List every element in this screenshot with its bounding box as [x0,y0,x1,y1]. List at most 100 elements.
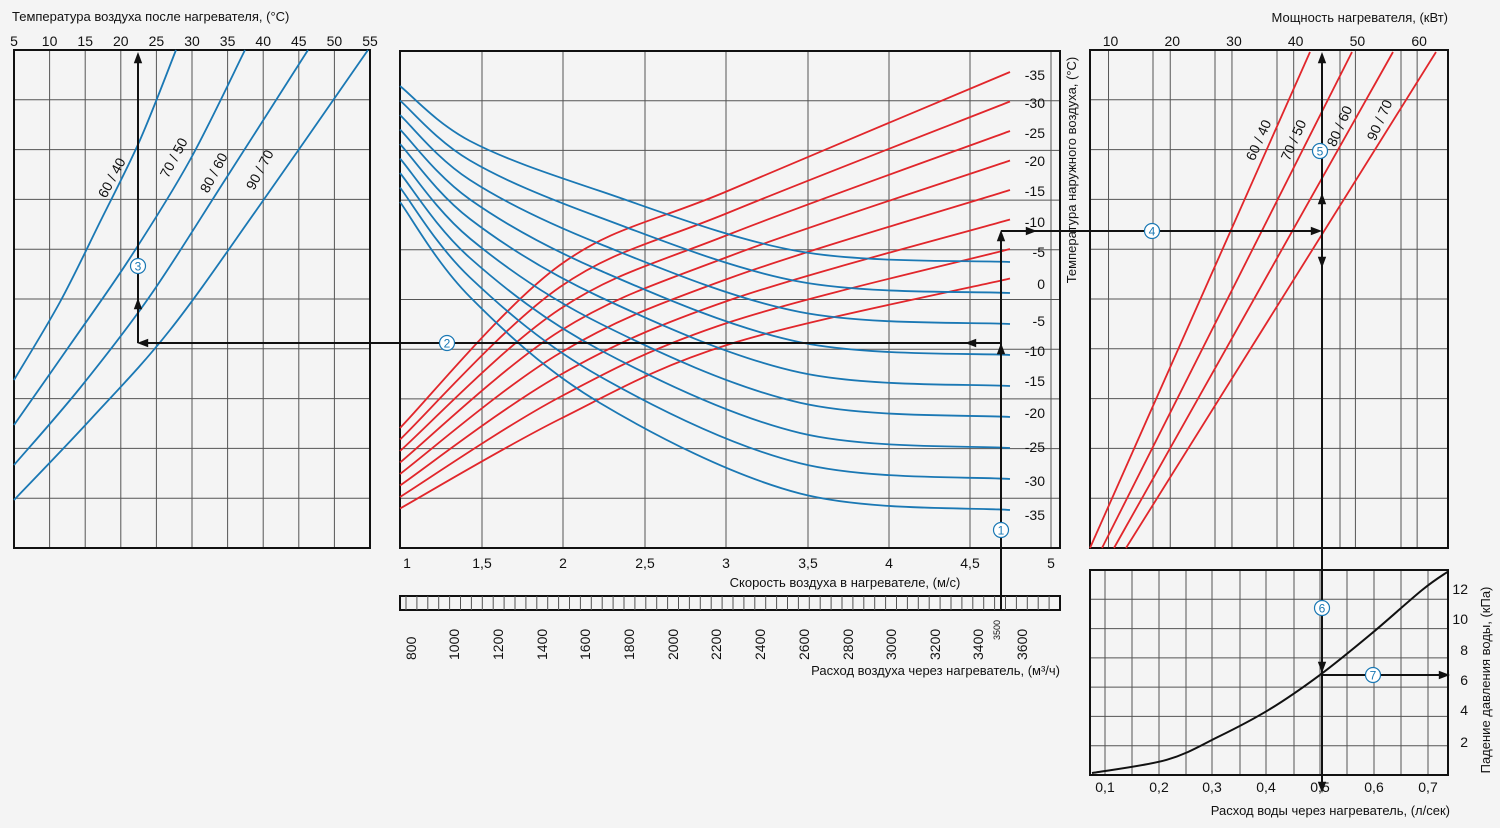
panel2-red-label: 0 [1037,276,1045,292]
step5-arrow-a [1317,52,1327,64]
panel2-blue-curve-3 [399,114,1011,325]
panel1-x-tick: 25 [149,33,165,49]
panel2-blue-curve-8 [399,186,1011,480]
panel2-flow-tick: 3500 [992,620,1002,640]
panel2-red-curve-5 [399,189,1011,475]
panel2-red-label: -25 [1025,125,1045,141]
panel1-curve-label: 70 / 50 [156,135,190,181]
panel2-flow-tick: 2000 [665,629,681,660]
panel3-x-tick: 50 [1350,33,1366,49]
panel1-curve-2 [13,49,246,426]
panel2-flow-ruler [399,595,1061,611]
panel4-x-tick: 0,6 [1364,779,1384,795]
step4-arrow-b [1310,226,1322,236]
panel2-x-tick: 1 [403,555,411,571]
panel2-red-label: -10 [1025,214,1045,230]
panel2-flow-tick: 3000 [883,629,899,660]
step1-arrow [996,230,1006,242]
panel2-flow-tick: 1800 [621,629,637,660]
panel4-x-label: Расход воды через нагреватель, (л/сек) [1211,803,1450,818]
panel2-red-curve-8 [399,277,1011,510]
panel4-x-tick: 0,3 [1202,779,1222,795]
panel2-blue-label: -35 [1025,507,1045,523]
panel1-x-tick: 5 [10,33,18,49]
step-marker-6 [1313,599,1331,617]
panel4-y-tick: 2 [1460,734,1468,750]
panel3-line-label: 60 / 40 [1242,117,1274,163]
panel1-x-tick: 30 [184,33,200,49]
panel1-title: Температура воздуха после нагревателя, (… [12,9,289,24]
panel2-flow-tick: 800 [403,636,419,660]
panel2-blue-label: -10 [1025,343,1045,359]
step5-arrow-b [1317,193,1327,205]
panel2-flow-tick: 3400 [970,629,986,660]
step-marker-1 [992,521,1010,539]
panel4-y-tick: 8 [1460,642,1468,658]
step-marker-5 [1311,142,1329,160]
panel2-blue-curve-2 [399,99,1011,294]
step3-arrow-a [133,52,143,64]
panel2-x-label: Скорость воздуха в нагревателе, (м/с) [730,575,961,590]
panel2-blue-curve-9 [399,201,1011,511]
step-marker-2-label: 2 [444,337,451,351]
panel2-red-curve-7 [399,248,1011,498]
panel3-x-tick: 40 [1288,33,1304,49]
panel2-x-tick: 5 [1047,555,1055,571]
panel3-frame [1089,49,1449,549]
panel2-red-label: -35 [1025,67,1045,83]
panel1-x-tick: 55 [362,33,378,49]
panel2-blue-label: -15 [1025,373,1045,389]
panel4-y-tick: 12 [1452,581,1468,597]
panel2-flow-tick: 2400 [752,629,768,660]
step-marker-6-label: 6 [1319,602,1326,616]
step-marker-4 [1143,222,1161,240]
panel2-blue-curve-7 [399,172,1011,449]
step6-arrow-b [1317,661,1327,673]
panel2-frame [399,50,1061,549]
step-marker-4-label: 4 [1149,225,1156,239]
panel1-x-tick: 15 [77,33,93,49]
panel4-x-tick: 0,7 [1418,779,1438,795]
panel2-red-curve-1 [399,71,1011,429]
panel2-red-curve-2 [399,100,1011,441]
panel1-curve-4 [13,49,369,501]
panel4-y-tick: 6 [1460,672,1468,688]
panel2-red-curve-4 [399,159,1011,464]
step1-arrow-mid [996,343,1006,355]
panel1-curve-1 [13,49,177,381]
panel2-red-label: -20 [1025,153,1045,169]
step6-arrow-a [1317,256,1327,268]
panel2-blue-curve-1 [399,85,1011,263]
panel3-title: Мощность нагревателя, (кВт) [1272,10,1448,25]
panel3-x-tick: 20 [1164,33,1180,49]
panel1-x-tick: 45 [291,33,307,49]
panel2-series-axis-label: Температура наружного воздуха, (°С) [1064,57,1079,284]
panel2-flow-tick: 1600 [577,629,593,660]
panel3-power-line-4 [1125,51,1437,549]
panel2-x-tick: 3 [722,555,730,571]
panel4-frame [1089,569,1449,776]
step2-arrow-b [137,338,149,348]
panel2-blue-curve-4 [399,128,1011,356]
step2-arrow-a [965,338,977,348]
panel4-y-tick: 4 [1460,702,1468,718]
panel1-x-tick: 50 [327,33,343,49]
panel2-flow-tick: 1200 [490,629,506,660]
step-marker-3 [129,257,147,275]
panel2-flow-tick: 1000 [446,629,462,660]
panel2-flow-tick: 2200 [708,629,724,660]
panel3-x-tick: 10 [1103,33,1119,49]
step7-arrow [1438,670,1450,680]
panel2-x-tick: 1,5 [472,555,492,571]
panel2-blue-label: -20 [1025,405,1045,421]
panel2-flow-tick: 1400 [534,629,550,660]
step-marker-7-label: 7 [1370,669,1377,683]
panel2-blue-curve-5 [399,143,1011,387]
panel3-line-label: 70 / 50 [1277,117,1309,163]
panel2-blue-label: -5 [1033,313,1046,329]
panel4-y-label: Падение давления воды, (кПа) [1478,587,1493,774]
panel2-flow-tick: 3200 [927,629,943,660]
panel1-frame [13,49,371,549]
panel2-red-curve-6 [399,218,1011,487]
